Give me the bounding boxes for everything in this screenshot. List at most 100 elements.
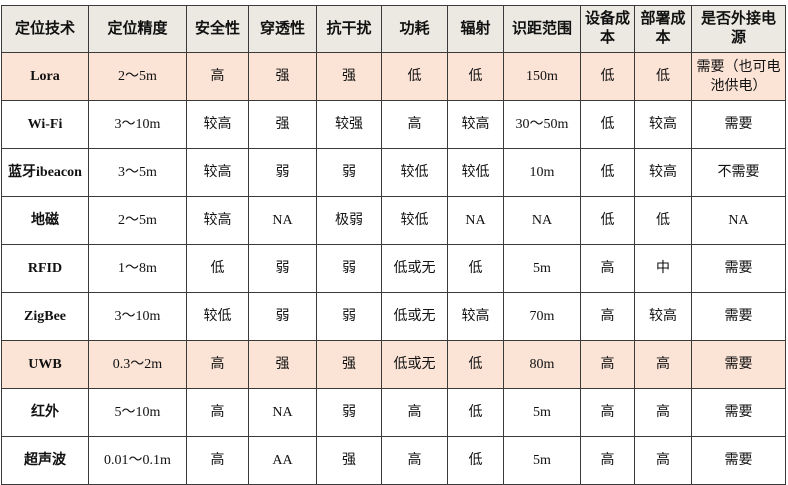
table-cell: 较强 — [316, 100, 382, 149]
table-cell: 低或无 — [381, 292, 448, 341]
table-cell: 高 — [634, 436, 692, 485]
comparison-table: 定位技术 定位精度 安全性 穿透性 抗干扰 功耗 辐射 识距范围 设备成本 部署成本 是否外接电源 … — [1, 5, 786, 485]
table-row: Wi-Fi 3～10m 较高强较强高较高 30～50m 低较高 需要 — [1, 100, 786, 149]
table-cell: 较高 — [186, 100, 249, 149]
table-cell: 强 — [248, 52, 317, 101]
table-cell: 强 — [316, 340, 382, 389]
technology-name-cell: Wi-Fi — [1, 100, 89, 149]
column-header: 识距范围 — [503, 5, 581, 53]
table-cell: 高 — [381, 100, 448, 149]
table-cell: NA — [691, 196, 786, 245]
table-cell: 强 — [248, 340, 317, 389]
table-cell: 弱 — [316, 292, 382, 341]
table-row: Lora 2～5m 高强强低低 150m 低低需要（也可电池供电） — [1, 52, 786, 101]
table-cell: 强 — [316, 52, 382, 101]
table-cell: 弱 — [316, 244, 382, 293]
table-cell: 较高 — [186, 196, 249, 245]
table-cell: 较高 — [634, 100, 692, 149]
table-cell: 高 — [634, 340, 692, 389]
table-cell: 较高 — [634, 148, 692, 197]
table-cell: 150m — [503, 52, 581, 101]
table-cell: 较高 — [634, 292, 692, 341]
table-cell: 70m — [503, 292, 581, 341]
table-cell: 需要 — [691, 388, 786, 437]
table-cell: 低 — [634, 52, 692, 101]
table-cell: 5m — [503, 244, 581, 293]
table-cell: 低 — [186, 244, 249, 293]
column-header: 定位技术 — [1, 5, 89, 53]
table-row: 红外 5～10m 高 NA 弱高低 5m 高高需要 — [1, 388, 786, 437]
table-cell: 高 — [580, 244, 635, 293]
column-header: 安全性 — [186, 5, 249, 53]
table-cell: 0.3～2m — [88, 340, 187, 389]
column-header: 是否外接电源 — [691, 5, 786, 53]
table-row: 地磁 2～5m 较高 NA 极弱 较低 NA NA 低低 NA — [1, 196, 786, 245]
technology-name-cell: 超声波 — [1, 436, 89, 485]
table-cell: NA — [503, 196, 581, 245]
technology-name-cell: 红外 — [1, 388, 89, 437]
table-cell: 5m — [503, 436, 581, 485]
table-cell: 强 — [316, 436, 382, 485]
table-cell: 弱 — [316, 388, 382, 437]
table-cell: 10m — [503, 148, 581, 197]
table-cell: 较高 — [447, 292, 504, 341]
table-cell: 2～5m — [88, 196, 187, 245]
table-cell: 低 — [580, 196, 635, 245]
table-cell: 较高 — [447, 100, 504, 149]
technology-name-cell: Lora — [1, 52, 89, 101]
table-cell: 低 — [447, 388, 504, 437]
technology-name-cell: UWB — [1, 340, 89, 389]
table-cell: 高 — [580, 292, 635, 341]
table-cell: 高 — [580, 436, 635, 485]
table-cell: 需要（也可电池供电） — [691, 52, 786, 101]
table-cell: 低 — [381, 52, 448, 101]
table-cell: 需要 — [691, 340, 786, 389]
table-cell: 低 — [447, 244, 504, 293]
table-cell: 需要 — [691, 436, 786, 485]
table-cell: 弱 — [248, 292, 317, 341]
column-header: 功耗 — [381, 5, 448, 53]
table-cell: 低 — [580, 100, 635, 149]
column-header: 定位精度 — [88, 5, 187, 53]
table-cell: 强 — [248, 100, 317, 149]
table-cell: AA — [248, 436, 317, 485]
column-header: 设备成本 — [580, 5, 635, 53]
technology-name-cell: RFID — [1, 244, 89, 293]
column-header: 穿透性 — [248, 5, 317, 53]
table-cell: 低 — [580, 148, 635, 197]
table-cell: 需要 — [691, 292, 786, 341]
table-row: 蓝牙ibeacon 3～5m 较高弱弱较低 较低 10m 低较高 不需要 — [1, 148, 786, 197]
header-row: 定位技术 定位精度 安全性 穿透性 抗干扰 功耗 辐射 识距范围 设备成本 部署成本 是否外接电源 — [1, 5, 786, 53]
table-cell: 高 — [381, 388, 448, 437]
table-cell: 高 — [580, 388, 635, 437]
table-cell: 较低 — [447, 148, 504, 197]
table-cell: NA — [248, 196, 317, 245]
table-row: 超声波 0.01～0.1m 高 AA 强高低 5m 高高需要 — [1, 436, 786, 485]
table-cell: 弱 — [248, 148, 317, 197]
table-cell: 低 — [447, 340, 504, 389]
table-cell: 30～50m — [503, 100, 581, 149]
technology-name-cell: ZigBee — [1, 292, 89, 341]
table-cell: 低 — [447, 436, 504, 485]
table-cell: 5～10m — [88, 388, 187, 437]
table-row: ZigBee 3～10m 较低弱弱低或无 较高 70m 高较高 需要 — [1, 292, 786, 341]
table-cell: 低或无 — [381, 244, 448, 293]
table-cell: 低 — [580, 52, 635, 101]
table-cell: 3～5m — [88, 148, 187, 197]
table-cell: 高 — [186, 340, 249, 389]
technology-name-cell: 地磁 — [1, 196, 89, 245]
table-row: RFID 1～8m 低弱弱低或无低 5m 高中需要 — [1, 244, 786, 293]
table-cell: 高 — [186, 52, 249, 101]
table-cell: 高 — [580, 340, 635, 389]
table-cell: 低 — [634, 196, 692, 245]
table-cell: 高 — [634, 388, 692, 437]
table-cell: 0.01～0.1m — [88, 436, 187, 485]
table-cell: 较低 — [381, 148, 448, 197]
table-cell: 高 — [186, 388, 249, 437]
table-cell: 需要 — [691, 100, 786, 149]
table-cell: 弱 — [248, 244, 317, 293]
table-cell: 较低 — [186, 292, 249, 341]
table-cell: 较高 — [186, 148, 249, 197]
table-cell: 弱 — [316, 148, 382, 197]
column-header: 部署成本 — [634, 5, 692, 53]
